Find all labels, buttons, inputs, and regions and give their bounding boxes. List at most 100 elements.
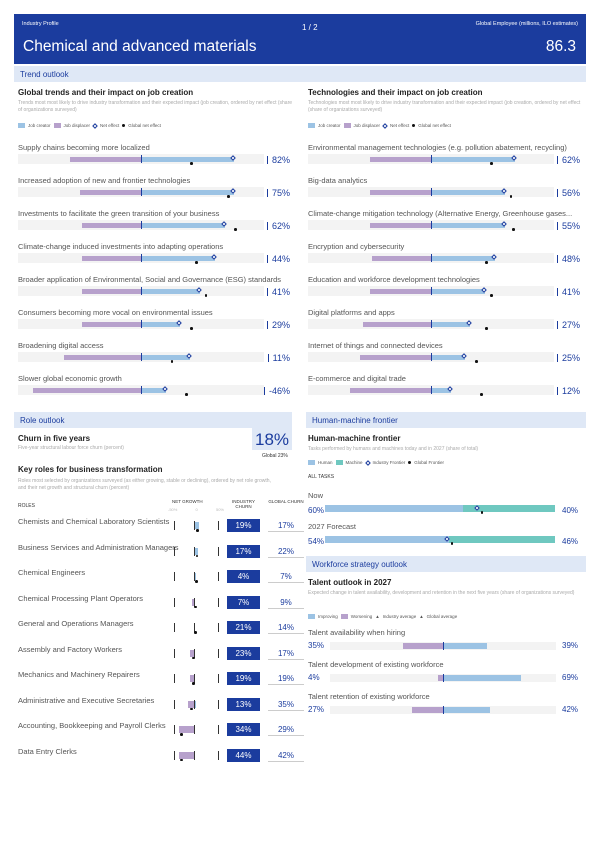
trend-item: Slower global economic growth -46% — [18, 374, 290, 402]
net-effect-marker — [230, 188, 237, 194]
net-effect-marker — [230, 155, 237, 161]
trend-label: Education and workforce development tech… — [308, 275, 480, 284]
industry-churn: 44% — [227, 748, 260, 762]
creator-bar — [431, 388, 451, 393]
displacer-bar — [371, 256, 431, 261]
axis-left — [174, 597, 175, 607]
zero-line — [431, 221, 433, 229]
trend-label: Increased adoption of new and frontier t… — [18, 176, 191, 185]
global-churn: 7% — [268, 570, 304, 583]
page-indicator[interactable]: 1 / 2 — [302, 23, 318, 32]
role-name: Business Services and Administration Man… — [18, 542, 179, 552]
axis-right — [218, 648, 219, 658]
axis-left — [174, 623, 175, 632]
role-name: General and Operations Managers — [18, 619, 134, 628]
net-ticks: -50% 0 50% — [168, 507, 224, 512]
all-tasks: ALL TASKS — [308, 474, 335, 480]
global-churn: 42% — [268, 749, 304, 762]
role-name: Mechanics and Machinery Repairers — [18, 670, 140, 679]
global-net-dot — [190, 162, 193, 165]
trend-item: E-commerce and digital trade 12% — [308, 374, 580, 402]
improving-value: 39% — [562, 641, 579, 650]
trend-item: Big-data analytics 56% — [308, 176, 580, 204]
tick: 50% — [215, 507, 224, 512]
worsening-swatch — [340, 614, 348, 619]
neg-growth — [187, 700, 194, 708]
net-effect-value: -46% — [264, 386, 290, 396]
global-net-dot — [204, 294, 208, 297]
global-churn: 29% — [268, 723, 304, 736]
global-churn: 9% — [268, 596, 304, 609]
zero-line — [141, 320, 143, 328]
trend-label: Broadening digital access — [18, 341, 104, 350]
legend-global: Global net effect — [128, 123, 161, 128]
creator-bar — [141, 157, 235, 162]
trend-item: Investments to facilitate the green tran… — [18, 209, 290, 237]
net-effect-value: 25% — [557, 353, 580, 363]
growth-dot — [194, 605, 197, 608]
zero-line — [431, 287, 433, 295]
pos-growth — [194, 547, 198, 555]
legend-worsening: Worsening — [350, 614, 373, 619]
trend-label: Consumers becoming more vocal on environ… — [18, 308, 213, 317]
employee-value: 86.3 — [545, 38, 576, 55]
creator-bar — [141, 388, 166, 393]
industry-churn: 21% — [227, 621, 260, 634]
diamond-icon — [382, 122, 388, 129]
axis-zero — [194, 725, 195, 734]
dot-icon — [122, 124, 126, 127]
now-left: 60% — [308, 506, 325, 515]
triangle-icon: ▲ — [419, 614, 424, 619]
role-name: Assembly and Factory Workers — [18, 644, 123, 654]
axis-zero — [194, 521, 195, 530]
industry-churn: 17% — [227, 544, 260, 558]
roles-title: Key roles for business transformation — [18, 465, 163, 474]
zero-line — [141, 188, 143, 196]
axis-zero — [194, 750, 195, 760]
job-creator-swatch — [18, 123, 25, 128]
trend-track — [18, 220, 264, 231]
forecast-bar — [325, 536, 555, 545]
creator-bar — [141, 190, 235, 195]
displacer-bar — [81, 322, 141, 327]
growth-dot — [180, 758, 183, 761]
improving-value: 69% — [562, 673, 579, 682]
zero-line — [431, 188, 433, 196]
hm-band: Human-machine frontier — [306, 412, 586, 428]
net-growth-bar — [168, 546, 220, 557]
job-displacer-swatch — [53, 123, 61, 128]
legend-improving: Improving — [318, 614, 338, 619]
triangle-icon: ▲ — [375, 614, 380, 619]
net-effect-value: 75% — [267, 188, 290, 198]
trends-legend: Job creator Job displacer Net effect Glo… — [18, 122, 161, 129]
displacer-bar — [369, 190, 431, 195]
global-net-dot — [234, 228, 237, 231]
role-name: Data Entry Clerks — [18, 746, 77, 756]
machine-swatch — [335, 460, 343, 465]
center-line — [443, 674, 444, 682]
axis-zero — [194, 597, 195, 607]
zero-line — [141, 353, 143, 361]
global-churn: 17% — [268, 647, 304, 660]
trend-track — [18, 253, 264, 264]
worsening-value: 35% — [308, 641, 325, 650]
growth-dot — [196, 529, 199, 532]
zero-line — [431, 386, 433, 394]
displacer-bar — [363, 322, 431, 327]
trend-item: Supply chains becoming more localized 82% — [18, 143, 290, 171]
talent-label: Talent retention of existing workforce — [308, 692, 430, 701]
trend-track — [18, 319, 264, 330]
col-net: NET GROWTH — [172, 499, 203, 504]
role-name: Chemical Engineers — [18, 568, 86, 577]
trend-label: Slower global economic growth — [18, 374, 122, 383]
displacer-bar — [69, 157, 141, 162]
zero-line — [141, 221, 143, 229]
tech-title: Technologies and their impact on job cre… — [308, 88, 483, 97]
role-outlook-band: Role outlook — [14, 412, 292, 428]
talent-desc: Expected change in talent availability, … — [308, 590, 575, 596]
global-net-dot — [190, 327, 193, 330]
growth-dot — [180, 733, 183, 736]
trend-track — [308, 352, 554, 363]
trend-item: Consumers becoming more vocal on environ… — [18, 308, 290, 336]
industry-churn: 13% — [227, 697, 260, 711]
